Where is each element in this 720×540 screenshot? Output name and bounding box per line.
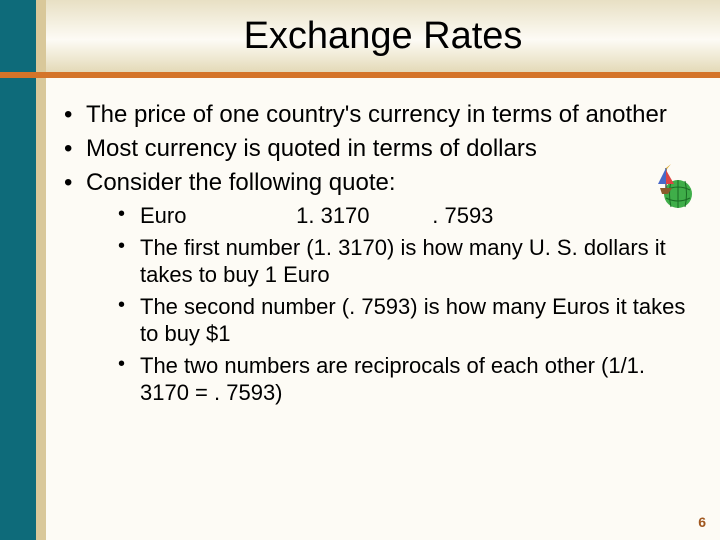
bullet-item: Most currency is quoted in terms of doll… (58, 134, 698, 164)
euro-label: Euro (140, 202, 290, 230)
page-number: 6 (698, 514, 706, 530)
horizontal-rule (0, 72, 720, 78)
bullet-item: Consider the following quote: Euro 1. 31… (58, 168, 698, 407)
bullet-item: The price of one country's currency in t… (58, 100, 698, 130)
bullet-text: The price of one country's currency in t… (86, 101, 667, 128)
bullet-text: Consider the following quote: (86, 169, 396, 196)
sub-bullet-item: Euro 1. 3170 . 7593 (114, 202, 698, 230)
title-band: Exchange Rates (46, 0, 720, 72)
sub-bullet-item: The two numbers are reciprocals of each … (114, 352, 698, 407)
euro-first-number: 1. 3170 (296, 202, 426, 230)
sub-bullet-text: The two numbers are reciprocals of each … (140, 353, 645, 406)
sub-bullet-text: The first number (1. 3170) is how many U… (140, 235, 666, 288)
slide-title: Exchange Rates (244, 15, 523, 58)
sidebar-stripe (0, 0, 36, 540)
euro-second-number: . 7593 (432, 202, 493, 230)
euro-quote-row: Euro 1. 3170 . 7593 (140, 202, 493, 230)
bullet-list: The price of one country's currency in t… (58, 100, 698, 407)
sub-bullet-item: The second number (. 7593) is how many E… (114, 293, 698, 348)
slide-body: The price of one country's currency in t… (58, 100, 698, 411)
sub-bullet-item: The first number (1. 3170) is how many U… (114, 234, 698, 289)
sub-bullet-text: The second number (. 7593) is how many E… (140, 294, 685, 347)
bullet-text: Most currency is quoted in terms of doll… (86, 135, 537, 162)
sub-bullet-list: Euro 1. 3170 . 7593 The first number (1.… (86, 202, 698, 407)
sidebar-accent (36, 0, 46, 540)
